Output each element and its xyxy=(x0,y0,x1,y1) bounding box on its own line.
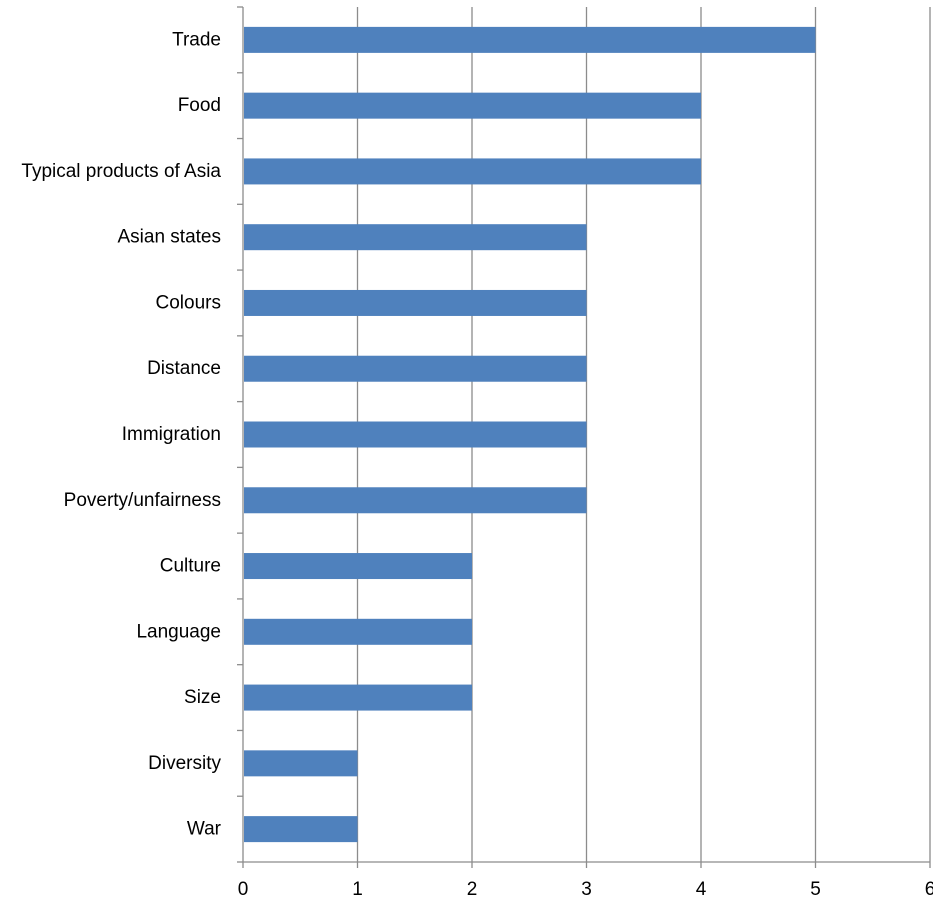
category-label: Immigration xyxy=(122,424,221,445)
category-label: Trade xyxy=(172,29,221,50)
bar xyxy=(244,158,701,185)
x-tick-label: 4 xyxy=(696,879,707,900)
axes xyxy=(237,6,931,868)
bar xyxy=(244,750,358,777)
x-tick-label: 3 xyxy=(581,879,592,900)
category-label: Diversity xyxy=(148,753,221,774)
bar xyxy=(244,224,587,251)
bar xyxy=(244,618,472,645)
bar xyxy=(244,816,358,843)
x-tick-labels: 0 1 2 3 4 5 6 xyxy=(238,879,933,900)
x-tick-label: 2 xyxy=(467,879,478,900)
bar xyxy=(244,421,587,448)
category-label: War xyxy=(187,819,222,840)
bar xyxy=(244,92,701,119)
category-labels: Trade Food Typical products of Asia Asian s… xyxy=(21,29,221,839)
bar xyxy=(244,487,587,514)
category-label: Colours xyxy=(156,292,221,313)
category-label: Typical products of Asia xyxy=(21,161,221,182)
bar xyxy=(244,289,587,316)
bars xyxy=(244,26,816,843)
category-label: Language xyxy=(136,621,221,642)
bar xyxy=(244,684,472,711)
category-label: Size xyxy=(184,687,221,708)
x-tick-label: 5 xyxy=(810,879,821,900)
category-label: Culture xyxy=(160,556,221,577)
category-label: Food xyxy=(178,95,221,116)
x-tick-label: 6 xyxy=(925,879,933,900)
category-label: Distance xyxy=(147,358,221,379)
bar xyxy=(244,26,816,53)
x-tick-label: 1 xyxy=(352,879,363,900)
bar xyxy=(244,355,587,382)
x-tick-label: 0 xyxy=(238,879,249,900)
bar xyxy=(244,553,472,580)
category-label: Poverty/unfairness xyxy=(64,490,221,511)
category-label: Asian states xyxy=(118,227,222,248)
